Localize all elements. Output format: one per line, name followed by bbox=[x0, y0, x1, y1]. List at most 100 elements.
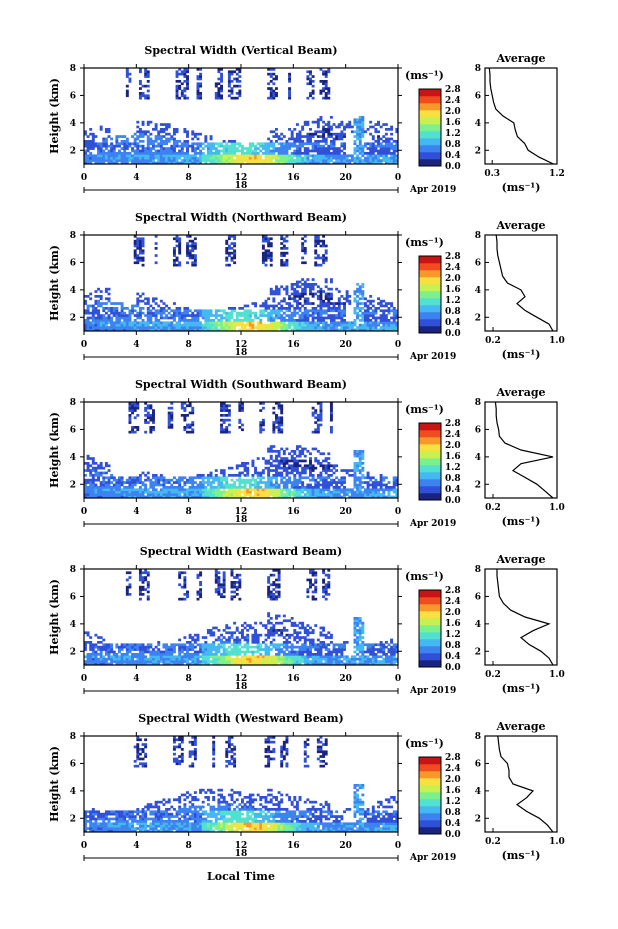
heatmap-cell bbox=[280, 404, 284, 408]
heatmap-cell bbox=[288, 137, 292, 141]
heatmap-cell bbox=[193, 493, 197, 496]
heatmap-cell bbox=[91, 309, 95, 313]
heatmap-cell bbox=[212, 147, 216, 150]
heatmap-cell bbox=[183, 321, 187, 325]
heatmap-cell bbox=[84, 645, 87, 649]
heatmap-cell bbox=[112, 321, 116, 325]
heatmap-cell bbox=[322, 452, 326, 456]
heatmap-cell bbox=[293, 488, 297, 492]
average-y-tick-label: 6 bbox=[475, 91, 481, 101]
heatmap-cell bbox=[259, 426, 263, 429]
heatmap-cell bbox=[293, 462, 297, 465]
heatmap-cell bbox=[123, 152, 127, 155]
heatmap-cell bbox=[152, 655, 155, 659]
heatmap-cell bbox=[214, 328, 218, 332]
y-tick-label: 4 bbox=[70, 286, 76, 296]
heatmap-cell bbox=[199, 152, 203, 155]
heatmap-cell bbox=[303, 247, 307, 250]
heatmap-cell bbox=[159, 314, 163, 317]
heatmap-cell bbox=[94, 295, 98, 298]
heatmap-cell bbox=[241, 323, 244, 327]
heatmap-cell bbox=[280, 309, 284, 313]
heatmap-cell bbox=[348, 154, 352, 158]
heatmap-cell bbox=[89, 660, 93, 663]
heatmap-cell bbox=[277, 426, 281, 429]
heatmap-cell bbox=[316, 459, 320, 463]
heatmap-cell bbox=[243, 304, 247, 308]
heatmap-cell bbox=[170, 486, 174, 489]
heatmap-cell bbox=[154, 493, 158, 496]
heatmap-cell bbox=[267, 326, 271, 329]
heatmap-cell bbox=[99, 147, 103, 150]
heatmap-cell bbox=[261, 328, 265, 332]
heatmap-cell bbox=[133, 476, 137, 480]
heatmap-cell bbox=[180, 657, 184, 661]
heatmap-cell bbox=[235, 474, 239, 477]
heatmap-cell bbox=[214, 152, 218, 155]
heatmap-cell bbox=[188, 249, 192, 253]
heatmap-cell bbox=[206, 495, 210, 499]
heatmap-cell bbox=[196, 321, 200, 325]
heatmap-cell bbox=[243, 326, 247, 329]
heatmap-cell bbox=[214, 156, 218, 160]
heatmap-cell bbox=[138, 68, 142, 71]
heatmap-cell bbox=[277, 406, 281, 410]
heatmap-cell bbox=[125, 137, 129, 141]
heatmap-cell bbox=[309, 309, 312, 313]
heatmap-cell bbox=[306, 495, 310, 499]
heatmap-cell bbox=[206, 154, 210, 158]
heatmap-cell bbox=[199, 72, 203, 76]
colorbar-swatch bbox=[419, 159, 441, 167]
y-tick-label: 2 bbox=[70, 480, 76, 490]
heatmap-cell bbox=[248, 144, 252, 148]
heatmap-cell bbox=[267, 244, 271, 248]
heatmap-cell bbox=[267, 478, 271, 482]
heatmap-cell bbox=[128, 326, 132, 329]
heatmap-cell bbox=[319, 490, 323, 494]
heatmap-cell bbox=[272, 292, 276, 296]
heatmap-cell bbox=[152, 483, 155, 487]
heatmap-cell bbox=[120, 307, 124, 310]
heatmap-cell bbox=[209, 309, 213, 313]
heatmap-cell bbox=[277, 323, 281, 327]
heatmap-cell bbox=[295, 283, 299, 286]
heatmap-cell bbox=[186, 154, 189, 158]
heatmap-cell bbox=[170, 323, 174, 327]
heatmap-cell bbox=[353, 476, 357, 480]
heatmap-cell bbox=[175, 140, 179, 143]
heatmap-cell bbox=[191, 130, 195, 134]
heatmap-cell bbox=[183, 585, 187, 589]
heatmap-cell bbox=[269, 316, 273, 320]
heatmap-cell bbox=[133, 645, 137, 649]
heatmap-cell bbox=[350, 323, 354, 327]
heatmap-cell bbox=[157, 648, 161, 651]
heatmap-cell bbox=[309, 159, 312, 162]
heatmap-cell bbox=[311, 89, 315, 93]
heatmap-cell bbox=[146, 80, 150, 83]
heatmap-cell bbox=[356, 287, 360, 291]
heatmap-cell bbox=[188, 239, 192, 243]
heatmap-cell bbox=[146, 140, 150, 143]
heatmap-cell bbox=[343, 309, 346, 313]
heatmap-cell bbox=[91, 650, 95, 654]
heatmap-cell bbox=[204, 488, 208, 492]
heatmap-cell bbox=[152, 481, 155, 484]
heatmap-cell bbox=[225, 161, 229, 165]
heatmap-cell bbox=[316, 123, 320, 126]
heatmap-cell bbox=[392, 156, 396, 160]
heatmap-cell bbox=[230, 159, 234, 162]
heatmap-cell bbox=[154, 137, 158, 141]
heatmap-cell bbox=[340, 137, 344, 141]
heatmap-cell bbox=[162, 490, 166, 494]
colorbar-tick-label: 0.8 bbox=[445, 474, 461, 484]
heatmap-cell bbox=[125, 323, 129, 327]
heatmap-cell bbox=[238, 144, 242, 148]
heatmap-cell bbox=[157, 135, 161, 138]
heatmap-cell bbox=[167, 421, 171, 424]
heatmap-cell bbox=[277, 156, 281, 160]
heatmap-cell bbox=[86, 495, 90, 499]
heatmap-cell bbox=[241, 307, 244, 310]
heatmap-cell bbox=[324, 251, 328, 255]
heatmap-cell bbox=[97, 295, 100, 298]
heatmap-cell bbox=[146, 643, 150, 647]
